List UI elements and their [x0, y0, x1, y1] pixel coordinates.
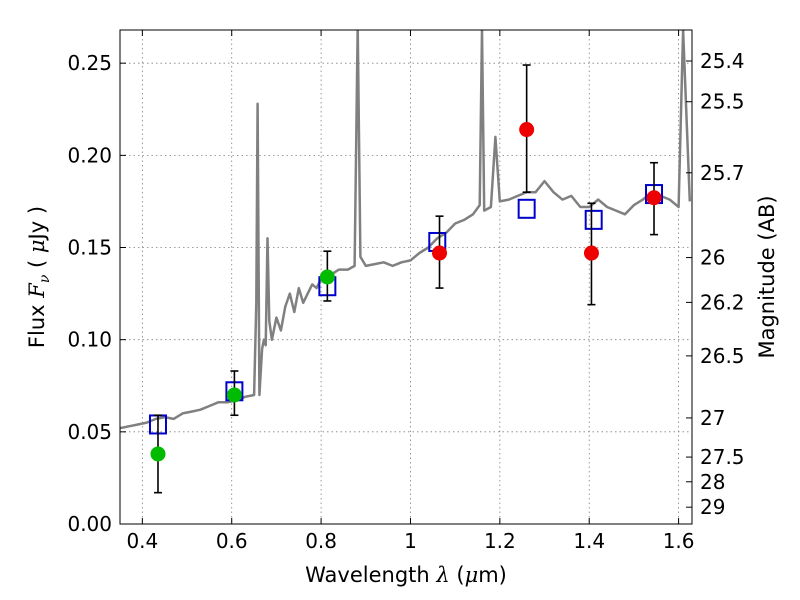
y-axis-label-unit: Jy ) — [25, 206, 49, 242]
y-tick-label: 0.15 — [67, 236, 112, 260]
y-tick-label: 0.25 — [67, 51, 112, 75]
magnitude-tick-label: 25.5 — [700, 90, 745, 114]
model-spectrum-line — [120, 30, 692, 430]
x-axis-label: Wavelength λ (μm) — [305, 563, 507, 587]
x-tick-label: 1.2 — [484, 529, 516, 553]
magnitude-tick-label: 26 — [700, 246, 725, 270]
y2-axis-label: Magnitude (AB) — [755, 195, 779, 358]
x-tick-label: 0.6 — [216, 529, 248, 553]
observed-infrared-point — [519, 122, 535, 138]
y-axis-label: Flux Fν ( μJy ) — [25, 206, 53, 348]
magnitude-tick-label: 26.5 — [700, 344, 745, 368]
x-axis-label-unit: m) — [478, 563, 507, 587]
x-axis-label-open: ( — [450, 563, 465, 587]
x-axis-label-unit-symbol: μ — [465, 563, 479, 587]
magnitude-tick-label: 26.2 — [700, 290, 745, 314]
x-axis-label-symbol: λ — [435, 563, 449, 587]
x-tick-label: 0.4 — [126, 529, 158, 553]
y-axis-label-open: ( — [25, 253, 49, 275]
observed-infrared-point — [583, 245, 599, 261]
y-tick-label: 0.20 — [67, 143, 112, 167]
y-axis-label-symbol: F — [25, 282, 49, 299]
plot-area — [120, 30, 692, 494]
magnitude-tick-label: 28 — [700, 470, 725, 494]
y-tick-label: 0.00 — [67, 512, 112, 536]
magnitude-tick-label: 27.5 — [700, 445, 745, 469]
y-axis-label-prefix: Flux — [25, 298, 49, 348]
x-tick-label: 1 — [404, 529, 417, 553]
model-photometry-square — [517, 198, 536, 219]
x-tick-label: 1.6 — [663, 529, 695, 553]
observed-optical-point — [226, 387, 242, 403]
model-photometry-square — [584, 209, 603, 230]
y-axis-label-subscript: ν — [37, 274, 53, 283]
plot-frame — [119, 29, 693, 525]
axis-ticks: 0.4 0.6 0.8 1 1.2 1.4 1.6 0.00 0.05 0.10 0.15 0.20 0… — [67, 30, 745, 553]
y-tick-label: 0.10 — [67, 328, 112, 352]
magnitude-tick-label: 27 — [700, 406, 725, 430]
magnitude-tick-label: 25.7 — [700, 161, 745, 185]
observed-optical-point — [150, 446, 166, 462]
x-tick-label: 0.8 — [305, 529, 337, 553]
magnitude-tick-label: 25.4 — [700, 49, 745, 73]
x-axis-label-prefix: Wavelength — [305, 563, 436, 587]
magnitude-tick-label: 29 — [700, 495, 725, 519]
plot-background — [120, 30, 692, 524]
x-tick-label: 1.4 — [573, 529, 605, 553]
y-axis-label-unit-symbol: μ — [25, 239, 49, 253]
y-tick-label: 0.05 — [67, 420, 112, 444]
observed-infrared-point — [432, 245, 448, 261]
observed-infrared-point — [646, 190, 662, 206]
observed-optical-point — [319, 269, 335, 285]
